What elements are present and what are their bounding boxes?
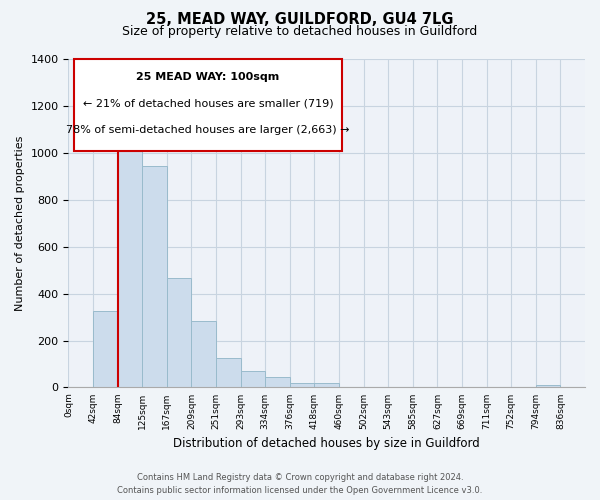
Bar <box>93 311 118 388</box>
Text: ← 21% of detached houses are smaller (719): ← 21% of detached houses are smaller (71… <box>83 98 333 108</box>
Text: 78% of semi-detached houses are larger (2,663) →: 78% of semi-detached houses are larger (… <box>66 124 350 134</box>
Bar <box>241 371 265 388</box>
Bar <box>118 127 142 388</box>
Text: 25, MEAD WAY, GUILDFORD, GU4 7LG: 25, MEAD WAY, GUILDFORD, GU4 7LG <box>146 12 454 28</box>
Bar <box>167 278 191 388</box>
Text: Contains HM Land Registry data © Crown copyright and database right 2024.: Contains HM Land Registry data © Crown c… <box>137 474 463 482</box>
Text: Size of property relative to detached houses in Guildford: Size of property relative to detached ho… <box>122 25 478 38</box>
Y-axis label: Number of detached properties: Number of detached properties <box>15 136 25 311</box>
Bar <box>314 382 339 388</box>
X-axis label: Distribution of detached houses by size in Guildford: Distribution of detached houses by size … <box>173 437 480 450</box>
Text: Contains public sector information licensed under the Open Government Licence v3: Contains public sector information licen… <box>118 486 482 495</box>
FancyBboxPatch shape <box>74 59 342 151</box>
Bar <box>216 358 241 388</box>
Bar <box>142 166 167 388</box>
Bar <box>265 377 290 388</box>
Text: 25 MEAD WAY: 100sqm: 25 MEAD WAY: 100sqm <box>136 72 280 82</box>
Bar <box>536 384 560 388</box>
Bar <box>290 382 314 388</box>
Bar <box>191 321 216 388</box>
